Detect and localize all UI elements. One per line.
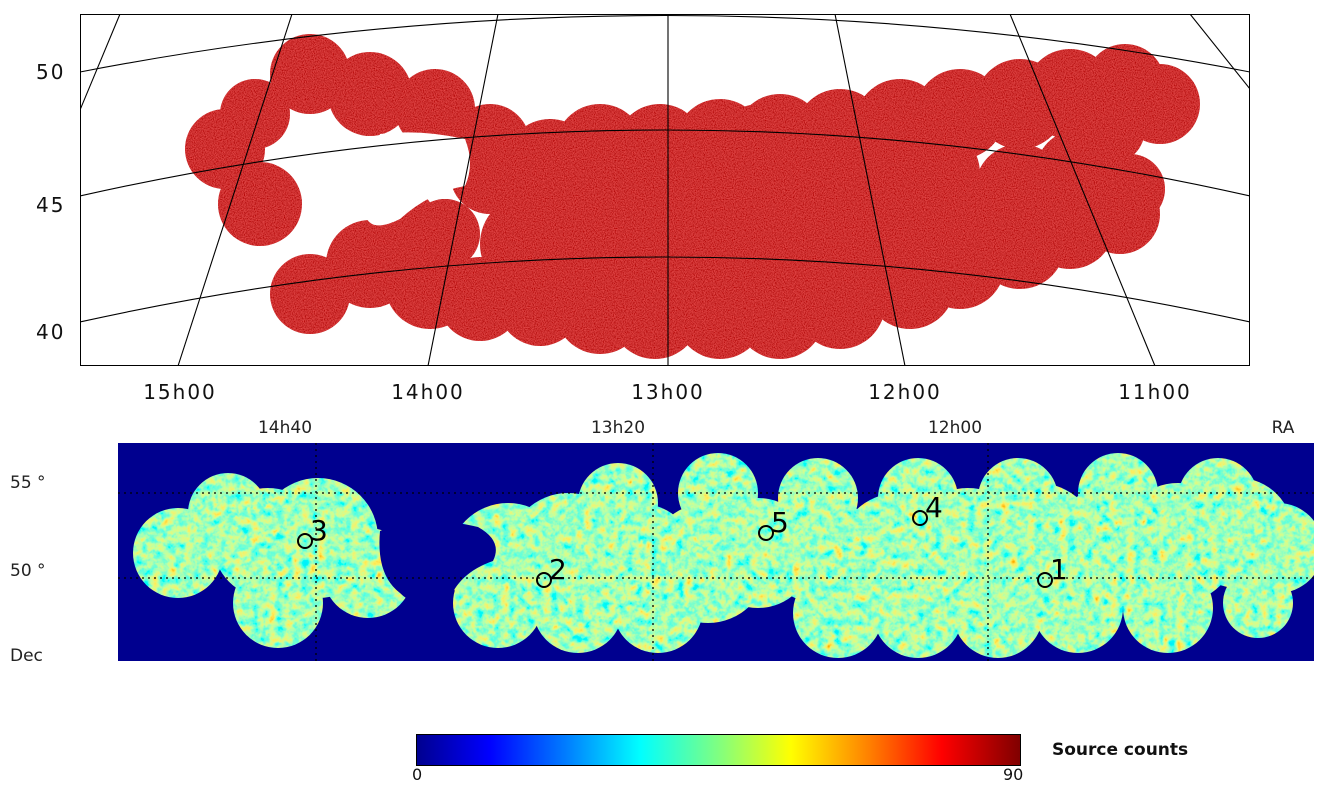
density-patch (793, 568, 883, 658)
dec-tick-55: 55 ° (10, 473, 46, 493)
density-patch (533, 563, 623, 653)
source-count-map-svg: 1 2 3 4 5 (118, 443, 1314, 661)
marker-circle-4 (912, 510, 928, 526)
marker-label-5: 5 (771, 506, 789, 539)
pointing-circle (328, 52, 412, 136)
density-patch (953, 568, 1043, 658)
marker-label-4: 4 (925, 491, 943, 524)
dec-axis-label: Dec (10, 646, 43, 666)
marker-layer: 1 2 3 4 5 (297, 491, 1068, 588)
density-patch (1123, 563, 1213, 653)
density-patch (1033, 563, 1123, 653)
marker-circle-3 (297, 533, 313, 549)
density-patch (1223, 568, 1293, 638)
ra-tick-15h00: 15h00 (143, 380, 217, 404)
survey-footprint (185, 34, 1200, 359)
ra-tick-12h00: 12h00 (868, 380, 942, 404)
top-frame (80, 14, 1250, 366)
pointing-circle (220, 79, 290, 149)
pointing-circle (810, 114, 910, 214)
pointing-circle (710, 104, 810, 204)
marker-circle-2 (536, 572, 552, 588)
density-patch (1078, 453, 1158, 533)
pointing-circle (365, 229, 435, 299)
density-patch (233, 558, 323, 648)
coverage-gap (379, 520, 496, 606)
dec-tick-50: 50 (36, 60, 66, 84)
pointing-circle (1095, 154, 1165, 224)
density-patch (778, 458, 858, 538)
density-patch (578, 463, 658, 543)
ra-tick-14h40: 14h40 (257, 418, 313, 438)
density-patch (453, 558, 543, 648)
coordinate-grid (118, 443, 1314, 661)
top-sky-map-svg (80, 14, 1250, 366)
top-sky-map (80, 14, 1250, 366)
ra-tick-12h00-bottom: 12h00 (927, 418, 983, 438)
colorbar-max-label: 90 (1003, 765, 1024, 784)
marker-label-1: 1 (1050, 553, 1068, 586)
dec-tick-45: 45 (36, 193, 66, 217)
marker-label-3: 3 (310, 514, 328, 547)
ra-axis-label: RA (1271, 418, 1295, 438)
density-patch (878, 458, 958, 538)
density-patch (1178, 458, 1258, 538)
footprint-gap (365, 132, 470, 226)
density-patch (978, 458, 1058, 538)
source-count-map: 1 2 3 4 5 (118, 443, 1314, 661)
density-patch (613, 563, 703, 653)
pointing-circle (515, 159, 605, 249)
ra-tick-13h00: 13h00 (631, 380, 705, 404)
ra-tick-11h00: 11h00 (1118, 380, 1192, 404)
source-density-field (133, 453, 1314, 658)
dec-tick-50-bottom: 50 ° (10, 561, 46, 581)
ra-tick-13h20: 13h20 (590, 418, 646, 438)
marker-circle-5 (758, 525, 774, 541)
marker-circle-1 (1037, 572, 1053, 588)
colorbar (416, 734, 1021, 766)
pointing-circle (218, 162, 302, 246)
ra-tick-14h00: 14h00 (391, 380, 465, 404)
graticule (80, 14, 1250, 366)
dec-tick-40: 40 (36, 320, 66, 344)
colorbar-min-label: 0 (412, 765, 423, 784)
density-patch (873, 568, 963, 658)
colorbar-title: Source counts (1052, 740, 1189, 760)
marker-label-2: 2 (549, 553, 567, 586)
pointing-circle (630, 124, 730, 224)
